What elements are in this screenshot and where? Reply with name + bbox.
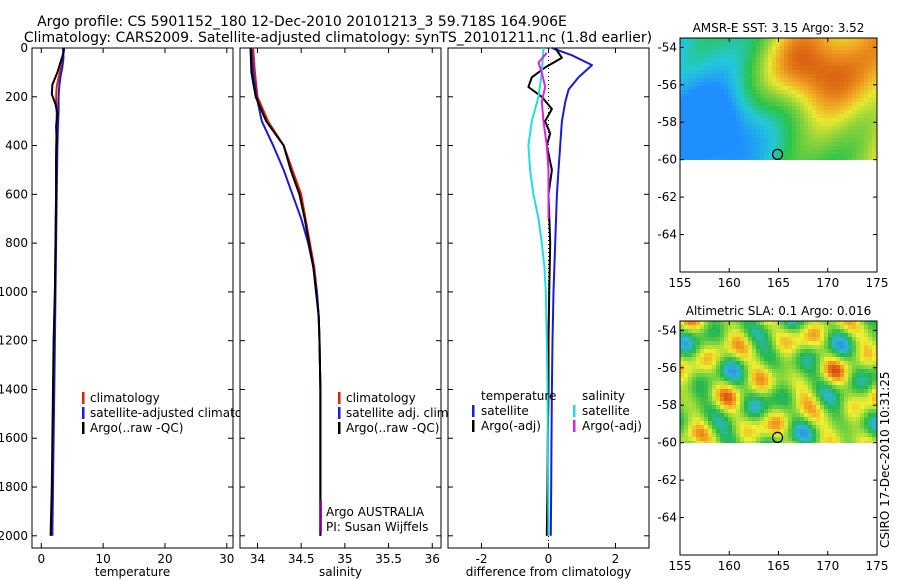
legend-entry: satellite adj. clim. <box>346 406 452 420</box>
legend-entry: climatology <box>90 391 160 405</box>
legend-swatch <box>338 392 341 404</box>
profile-panels: 0 10 20 30temperature0200400600800100012001… <box>0 41 650 579</box>
legend-header: salinity <box>582 389 625 403</box>
map-panel-1: AMSR-E SST: 3.15 Argo: 3.52 155 160 165 170 1… <box>657 21 888 290</box>
map-title: Altimetric SLA: 0.1 Argo: 0.016 <box>686 304 871 318</box>
x-axis-label: difference from climatology <box>466 565 632 579</box>
series-line-3 <box>49 47 66 536</box>
argo-location-marker <box>771 148 784 161</box>
series-line-1 <box>549 47 593 536</box>
legend-swatch <box>338 422 341 434</box>
profile-panel-2: 34 34.5 35 35.5 36 salinity climatologysatelli… <box>239 47 452 579</box>
map-y-tick-label: -56 <box>657 78 677 92</box>
x-tick-label: 34 <box>250 552 265 566</box>
map-y-tick-label: -64 <box>657 511 677 525</box>
depth-tick-label: 200 <box>5 90 28 104</box>
x-axis-label: salinity <box>319 565 362 579</box>
map-raster <box>680 38 878 160</box>
map-y-tick-label: -58 <box>657 115 677 129</box>
legend-swatch <box>573 405 576 417</box>
legend-swatch <box>82 407 85 419</box>
map-x-tick-label: 160 <box>718 559 741 573</box>
depth-tick-label: 800 <box>5 236 28 250</box>
legend-header: temperature <box>481 389 556 403</box>
owner-label: Argo AUSTRALIA <box>326 505 425 519</box>
title-line-1: Argo profile: CS 5901152_180 12-Dec-2010… <box>37 14 567 30</box>
map-panels: AMSR-E SST: 3.15 Argo: 3.52 155 160 165 170 1… <box>657 21 888 573</box>
legend-entry: satellite <box>582 404 630 418</box>
legend-entry: satellite <box>481 404 529 418</box>
owner-label: PI: Susan Wijffels <box>326 520 428 534</box>
legend-swatch <box>573 420 576 432</box>
depth-tick-label: 1600 <box>0 431 28 445</box>
x-tick-label: 30 <box>219 552 234 566</box>
map-panel-2: Altimetric SLA: 0.1 Argo: 0.016 155 160 165… <box>657 304 888 573</box>
profile-panel-1: 0 10 20 30 temperature 0 200 400 600 800 1000 1200 1… <box>0 41 268 579</box>
map-y-tick-label: -54 <box>657 323 677 337</box>
map-raster <box>680 321 878 443</box>
depth-tick-label: 400 <box>5 139 28 153</box>
x-axis-label: temperature <box>95 565 170 579</box>
x-tick-label: 20 <box>157 552 172 566</box>
map-x-tick-label: 165 <box>767 276 790 290</box>
map-y-tick-label: -58 <box>657 398 677 412</box>
x-tick-label: 35.5 <box>375 552 402 566</box>
legend-swatch <box>82 422 85 434</box>
map-x-tick-label: 175 <box>866 276 889 290</box>
map-x-tick-label: 175 <box>866 559 889 573</box>
map-x-tick-label: 155 <box>669 559 692 573</box>
map-y-tick-label: -60 <box>657 153 677 167</box>
legend-entry: climatology <box>346 391 416 405</box>
map-x-tick-label: 165 <box>767 559 790 573</box>
x-tick-label: 10 <box>95 552 110 566</box>
map-x-tick-label: 155 <box>669 276 692 290</box>
legend-entry: Argo(..raw -QC) <box>90 421 183 435</box>
depth-tick-label: 1800 <box>0 480 28 494</box>
x-tick-label: 35 <box>337 552 352 566</box>
legend-swatch <box>472 405 475 417</box>
plot-frame <box>31 47 234 549</box>
argo-location-marker <box>771 431 784 444</box>
title-line-2: Climatology: CARS2009. Satellite-adjuste… <box>24 30 652 46</box>
credit-footer: CSIRO 17-Dec-2010 10:31:25 <box>878 371 892 548</box>
map-y-tick-label: -60 <box>657 436 677 450</box>
map-y-tick-label: -56 <box>657 361 677 375</box>
series-line-4 <box>537 52 550 219</box>
map-x-tick-label: 170 <box>816 276 839 290</box>
legend-entry: Argo(-adj) <box>582 419 642 433</box>
x-tick-label: 2 <box>612 552 620 566</box>
map-x-tick-label: 170 <box>816 559 839 573</box>
depth-tick-label: 1000 <box>0 285 28 299</box>
depth-tick-label: 600 <box>5 187 28 201</box>
legend-entry: satellite-adjusted climatology <box>90 406 268 420</box>
depth-tick-label: 1200 <box>0 334 28 348</box>
depth-tick-label: 0 <box>20 41 28 55</box>
depth-tick-label: 1400 <box>0 382 28 396</box>
legend-swatch <box>472 420 475 432</box>
map-y-tick-label: -54 <box>657 40 677 54</box>
map-x-tick-label: 160 <box>718 276 741 290</box>
map-y-tick-label: -62 <box>657 473 677 487</box>
legend-swatch <box>338 407 341 419</box>
legend-entry: Argo(-adj) <box>481 419 541 433</box>
map-y-tick-label: -62 <box>657 190 677 204</box>
map-y-tick-label: -64 <box>657 228 677 242</box>
series-line-3 <box>249 47 322 536</box>
x-tick-label: -2 <box>476 552 488 566</box>
depth-tick-label: 2000 <box>0 529 28 543</box>
x-tick-label: 0 <box>545 552 553 566</box>
x-tick-label: 34.5 <box>288 552 315 566</box>
legend-entry: Argo(..raw -QC) <box>346 421 439 435</box>
series-line-3 <box>527 47 550 536</box>
x-tick-label: 36 <box>425 552 440 566</box>
x-tick-label: 0 <box>37 552 45 566</box>
map-title: AMSR-E SST: 3.15 Argo: 3.52 <box>693 21 865 35</box>
legend-swatch <box>82 392 85 404</box>
